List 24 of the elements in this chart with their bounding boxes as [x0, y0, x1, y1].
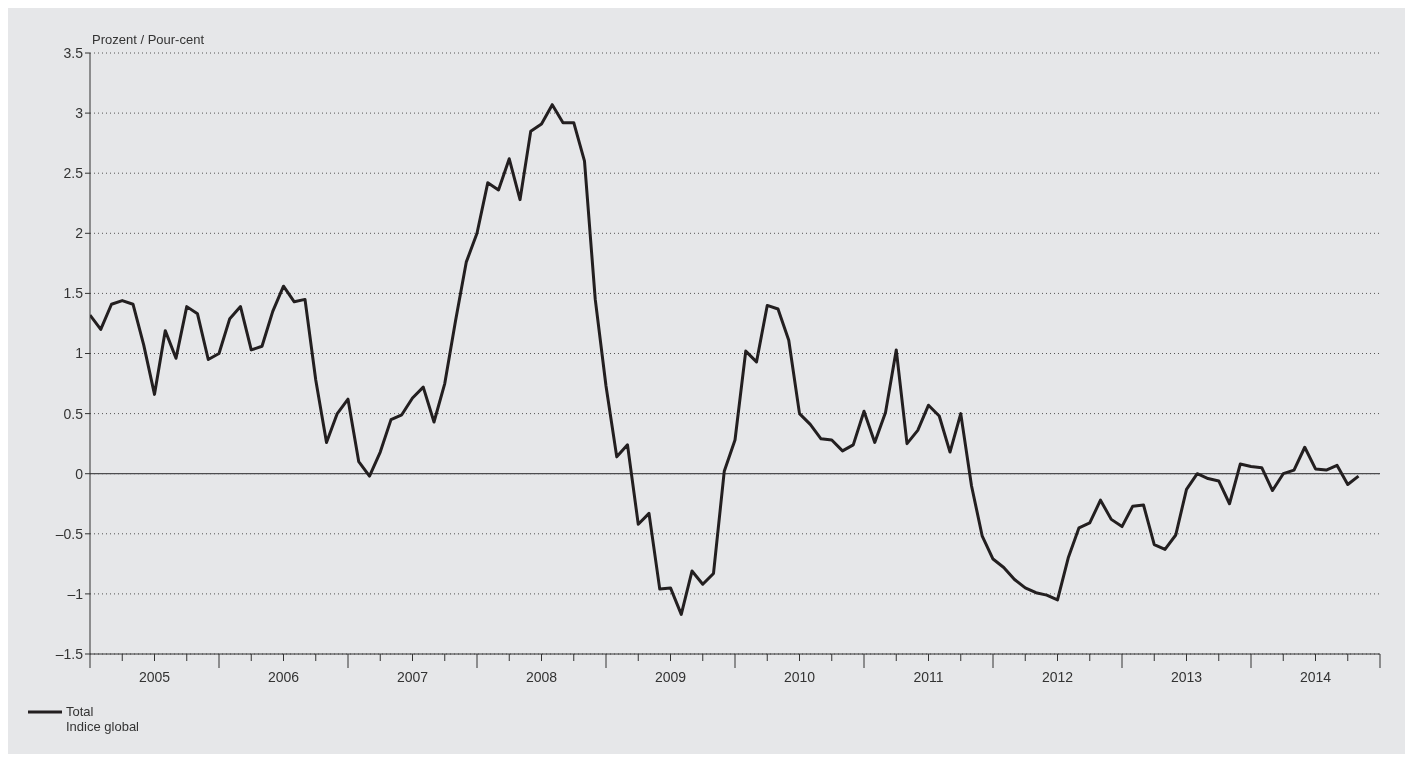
x-tick-label: 2008 — [525, 669, 558, 685]
y-tick-label: 1.5 — [63, 285, 84, 302]
x-tick-label: 2011 — [913, 669, 944, 685]
x-tick-label: 2013 — [1170, 669, 1203, 685]
x-tick-label: 2007 — [396, 669, 429, 685]
x-tick-label: 2005 — [138, 669, 171, 685]
y-tick-label: –0.5 — [55, 525, 84, 542]
y-tick-label: 2.5 — [63, 165, 84, 182]
y-tick-label: 0.5 — [63, 405, 84, 422]
x-tick-label: 2014 — [1299, 669, 1332, 685]
line-series — [90, 103, 1360, 616]
y-tick-label: 3 — [75, 105, 84, 122]
y-tick-label: 2 — [75, 225, 84, 242]
y-axis-title: Prozent / Pour-cent — [92, 32, 204, 47]
x-tick-label: 2012 — [1041, 669, 1074, 685]
x-tick-label: 2009 — [654, 669, 687, 685]
y-tick-label: –1 — [67, 585, 84, 602]
x-tick-label: 2006 — [267, 669, 300, 685]
x-tick-label: 2010 — [783, 669, 816, 685]
y-tick-label: 0 — [75, 465, 84, 482]
legend-label: Total Indice global — [66, 704, 139, 734]
y-tick-label: 3.5 — [63, 44, 84, 61]
y-tick-label: 1 — [75, 345, 84, 362]
y-tick-label: –1.5 — [55, 645, 84, 662]
